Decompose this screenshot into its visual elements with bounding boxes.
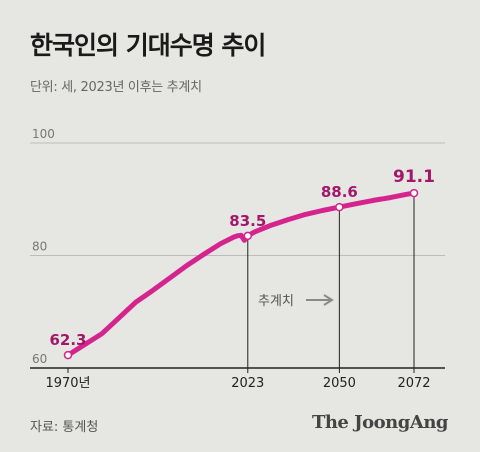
data-label: 91.1 — [393, 167, 435, 187]
data-label: 88.6 — [321, 183, 358, 201]
x-tick-label: 2072 — [397, 376, 430, 391]
projection-arrow-head — [323, 294, 334, 306]
data-point-marker — [243, 231, 253, 241]
y-tick-label: 60 — [32, 352, 47, 366]
y-tick-label: 100 — [32, 127, 55, 141]
data-label: 83.5 — [229, 212, 266, 230]
projection-label: 추계치 — [258, 294, 294, 309]
x-tick-label: 2023 — [231, 376, 264, 391]
x-tick-label: 2050 — [323, 376, 356, 391]
data-point-marker — [63, 350, 73, 360]
x-tick-label: 1970년 — [45, 376, 90, 391]
chart-title: 한국인의 기대수명 추이 — [30, 31, 266, 60]
y-tick-label: 80 — [32, 240, 47, 254]
chart-subtitle: 단위: 세, 2023년 이후는 추계치 — [30, 80, 202, 95]
life-expectancy-line — [65, 190, 417, 358]
data-label: 62.3 — [49, 331, 86, 349]
data-point-marker — [409, 188, 419, 198]
data-point-marker — [335, 202, 344, 212]
brand-logo: The JoongAng — [311, 412, 449, 433]
source-note: 자료: 통계청 — [30, 420, 99, 435]
